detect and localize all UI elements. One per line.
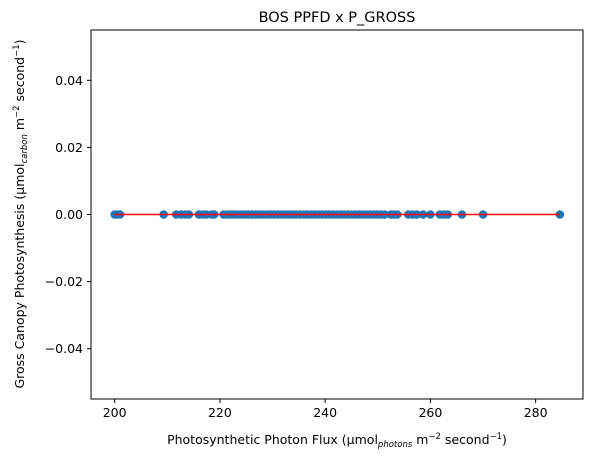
y-tick-label: 0.04 [55,73,83,88]
y-tick-label: 0.00 [55,207,83,222]
x-tick-label: 280 [524,405,548,420]
x-tick-label: 240 [313,405,337,420]
y-tick-label: −0.02 [45,274,83,289]
y-tick-label: −0.04 [45,341,83,356]
chart-title: BOS PPFD x P_GROSS [259,10,416,26]
x-axis-label: Photosynthetic Photon Flux (µmolphotons … [167,432,507,450]
x-axis: 200 220 240 260 280 [103,399,548,420]
x-tick-label: 220 [208,405,232,420]
y-tick-label: 0.02 [55,140,83,155]
y-axis: −0.04 −0.02 0.00 0.02 0.04 [45,73,91,356]
x-tick-label: 260 [418,405,442,420]
x-tick-label: 200 [103,405,127,420]
y-axis-label: Gross Canopy Photosynthesis (µmolcarbon … [12,39,30,388]
